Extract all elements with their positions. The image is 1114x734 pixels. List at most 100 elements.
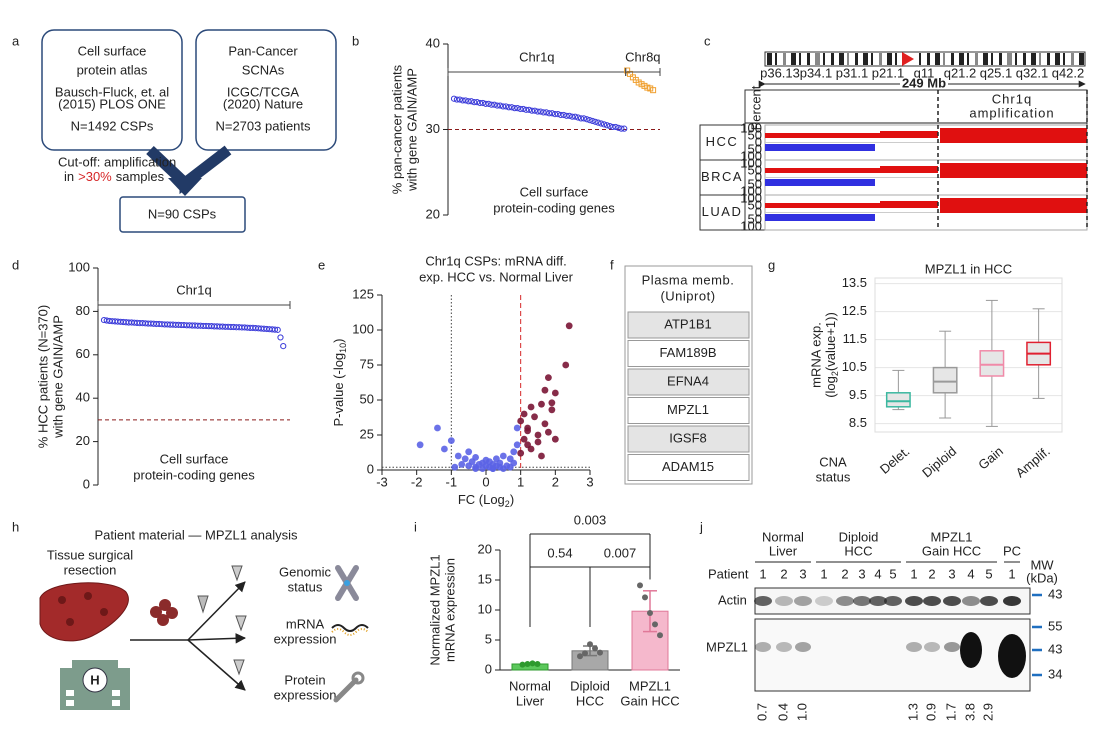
point bbox=[479, 99, 486, 107]
label: 1.3 bbox=[905, 703, 920, 721]
mpzl1-band bbox=[906, 642, 922, 652]
ideogram-band bbox=[775, 53, 777, 65]
point bbox=[589, 117, 596, 125]
label: 4 bbox=[967, 566, 974, 581]
cutoff-part: samples bbox=[116, 169, 165, 184]
panel-label: c bbox=[704, 33, 711, 48]
point bbox=[551, 435, 559, 443]
x-tick-label: 1 bbox=[517, 474, 524, 489]
label: FAM189B bbox=[659, 345, 716, 360]
point bbox=[517, 449, 525, 457]
amp-band bbox=[940, 128, 1087, 143]
y-label-part: (log bbox=[823, 376, 838, 398]
label: 1 bbox=[910, 566, 917, 581]
panel-label: i bbox=[414, 519, 417, 534]
actin-band bbox=[815, 596, 833, 606]
actin-band bbox=[980, 596, 998, 606]
label: Pan-Cancer bbox=[228, 43, 298, 58]
wrench bbox=[333, 677, 359, 703]
box bbox=[885, 392, 911, 408]
label: Protein bbox=[284, 672, 325, 687]
ideogram-band bbox=[807, 53, 810, 65]
point bbox=[615, 124, 622, 131]
point bbox=[531, 413, 538, 421]
table-cell bbox=[627, 397, 750, 424]
tube bbox=[231, 565, 243, 582]
mpzl1-band bbox=[924, 642, 940, 652]
loss-band bbox=[765, 144, 875, 151]
ideogram-band bbox=[999, 53, 1002, 65]
label: 2 bbox=[841, 566, 848, 581]
result-box bbox=[119, 196, 246, 233]
point bbox=[514, 105, 521, 112]
actin-band bbox=[869, 596, 887, 606]
y-label-part: P-value (-log bbox=[331, 353, 346, 427]
label: 2.9 bbox=[980, 703, 995, 721]
label: ICGC/TCGA bbox=[227, 84, 300, 99]
point bbox=[511, 105, 518, 112]
label: Chr1q bbox=[992, 91, 1032, 106]
point bbox=[603, 122, 611, 129]
point bbox=[534, 108, 541, 115]
label: q42.2 bbox=[1052, 65, 1085, 80]
y-tick-label: 0 bbox=[485, 661, 492, 676]
point bbox=[621, 125, 628, 132]
label: Patient bbox=[708, 566, 749, 581]
point bbox=[508, 104, 515, 111]
point bbox=[587, 641, 593, 648]
point bbox=[592, 118, 599, 125]
label: expression bbox=[274, 687, 337, 702]
point bbox=[545, 374, 552, 381]
point bbox=[482, 100, 489, 107]
ideogram-band bbox=[1071, 53, 1074, 65]
ideogram-band bbox=[943, 53, 945, 65]
y-tick-label: 75 bbox=[360, 356, 374, 371]
point bbox=[523, 106, 530, 113]
label: HCC bbox=[844, 543, 872, 558]
label: p31.1 bbox=[836, 65, 869, 80]
point bbox=[546, 110, 553, 117]
label: 100 bbox=[740, 218, 762, 233]
flow-box bbox=[41, 29, 183, 151]
label: 4 bbox=[874, 566, 881, 581]
point bbox=[529, 660, 536, 667]
point bbox=[572, 113, 579, 120]
y-label: with gene GAIN/AMP bbox=[404, 68, 419, 192]
label: resection bbox=[64, 562, 117, 577]
actin-band bbox=[923, 596, 941, 606]
point bbox=[609, 123, 616, 131]
point bbox=[496, 459, 504, 467]
ideogram-band bbox=[847, 53, 849, 65]
y-label-part: ) bbox=[331, 338, 346, 342]
point bbox=[465, 98, 472, 105]
point bbox=[489, 465, 497, 472]
point bbox=[577, 653, 583, 660]
tissue-piece bbox=[150, 606, 162, 618]
point bbox=[582, 650, 588, 657]
point bbox=[652, 621, 658, 628]
ideogram-band bbox=[839, 53, 844, 65]
y-tick-label: 10 bbox=[478, 601, 492, 616]
arrow bbox=[187, 633, 247, 644]
y-tick-label: 0 bbox=[83, 476, 90, 491]
x-tick-label: Normal bbox=[509, 678, 551, 693]
ideogram bbox=[764, 51, 1086, 67]
point bbox=[583, 116, 590, 123]
ideogram-band bbox=[799, 53, 801, 65]
label: p21.1 bbox=[872, 65, 905, 80]
x-tick-label: Delet. bbox=[877, 443, 913, 476]
point bbox=[657, 632, 663, 639]
mrna bbox=[331, 624, 369, 632]
point bbox=[277, 334, 284, 341]
point bbox=[538, 452, 545, 460]
point bbox=[586, 116, 593, 124]
label: Gain HCC bbox=[922, 543, 981, 558]
series-label: Chr1q bbox=[519, 49, 554, 64]
ideogram-band bbox=[959, 53, 964, 65]
y-tick-label: 15 bbox=[478, 571, 492, 586]
label: 0 bbox=[755, 169, 762, 184]
label: SCNAs bbox=[242, 62, 285, 77]
point bbox=[538, 400, 545, 408]
flow-box bbox=[195, 29, 337, 151]
centromere bbox=[902, 52, 914, 66]
